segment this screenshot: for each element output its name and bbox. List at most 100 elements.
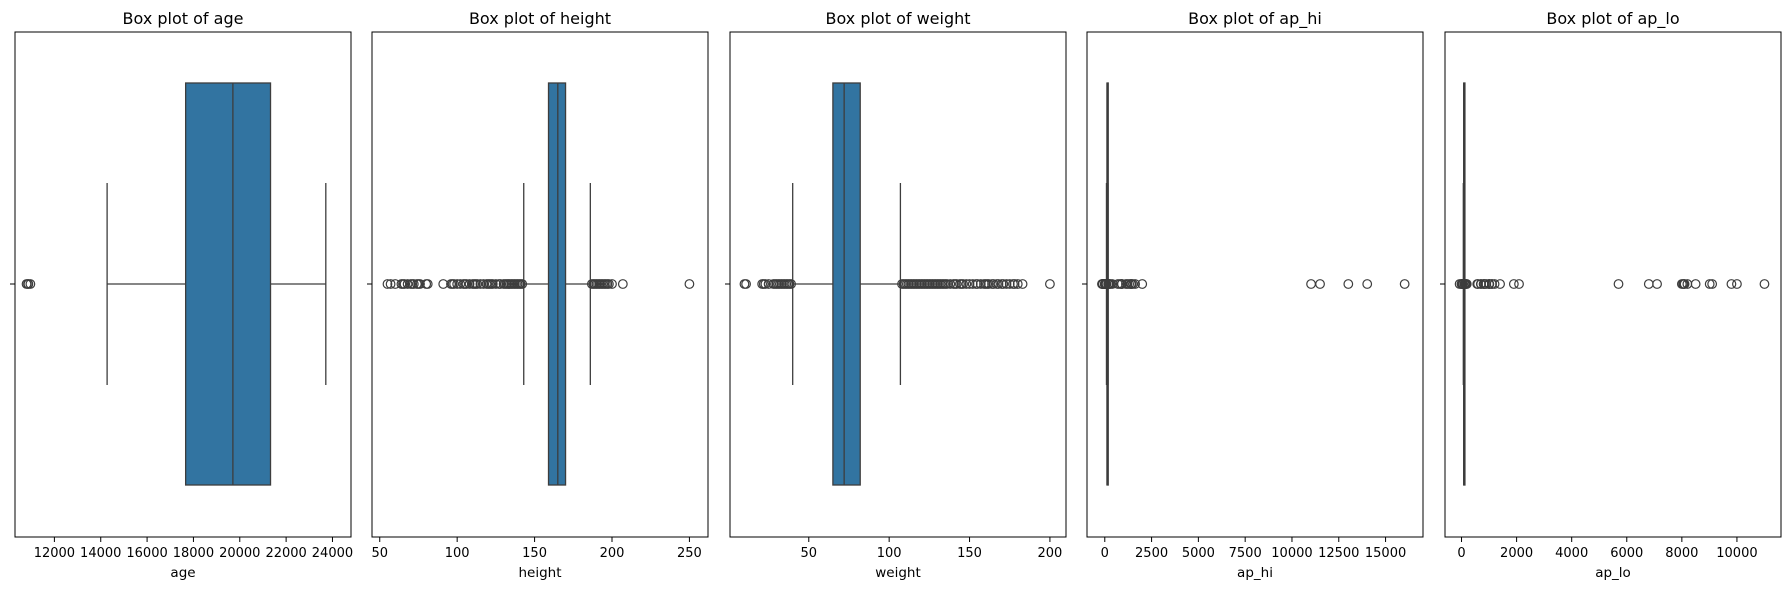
x-tick-label: 50 [801, 546, 818, 561]
iqr-box [547, 82, 567, 486]
outlier-point [478, 279, 489, 289]
outlier-point [472, 279, 483, 289]
chart-title: Box plot of ap_hi [1188, 9, 1322, 29]
chart-panel-1: Box plot of age 12000 14000 16000 18000 20000… [10, 9, 353, 581]
chart-panel-2: Box plot of height 50 100 150 200 250 height [367, 9, 709, 581]
outlier-point [25, 279, 36, 289]
x-tick-label: 5000 [1182, 546, 1215, 561]
x-axis-label: weight [875, 565, 921, 581]
outlier-point [1489, 279, 1500, 289]
iqr-box [184, 82, 272, 486]
x-tick-label: 0 [1457, 546, 1465, 561]
outlier-point [1362, 279, 1373, 289]
outlier-point [617, 279, 628, 289]
outlier-point [438, 279, 449, 289]
chart-title: Box plot of weight [825, 9, 970, 28]
x-tick-label: 8000 [1665, 546, 1698, 561]
outlier-point [1399, 279, 1410, 289]
outlier-point [1012, 279, 1023, 289]
x-tick-label: 14000 [80, 546, 121, 561]
x-tick-label: 10000 [1716, 546, 1757, 561]
x-tick-label: 18000 [173, 546, 214, 561]
chart-panel-5: Box plot of ap_lo 0 2000 4000 6000 8000 10000 a… [1440, 9, 1782, 581]
x-axis-label: ap_lo [1595, 565, 1631, 581]
x-tick-label: 24000 [312, 546, 353, 561]
x-tick-label: 200 [1038, 546, 1063, 561]
outlier-point [399, 279, 410, 289]
outlier-point [607, 279, 617, 289]
outlier-point [422, 279, 433, 289]
x-axis-label: height [518, 565, 561, 581]
x-tick-label: 12500 [1318, 546, 1359, 561]
outlier-point [455, 279, 466, 289]
x-tick-label: 2000 [1500, 546, 1533, 561]
outlier-point [452, 279, 463, 289]
outlier-point [495, 279, 506, 289]
x-tick-label: 0 [1101, 546, 1109, 561]
outlier-point [1484, 279, 1495, 289]
x-tick-label: 200 [600, 546, 625, 561]
chart-panel-3: Box plot of weight 50 100 150 200 weight [725, 9, 1067, 581]
outlier-point [1704, 279, 1715, 289]
outlier-point [402, 279, 413, 289]
x-tick-label: 20000 [219, 546, 260, 561]
outlier-point [741, 279, 751, 289]
outlier-point [1343, 279, 1354, 289]
x-tick-label: 100 [445, 546, 470, 561]
outlier-point [1107, 279, 1118, 289]
outlier-point [1514, 279, 1524, 289]
outlier-point [1643, 279, 1654, 289]
outlier-point [684, 279, 695, 289]
outlier-point [945, 279, 956, 289]
x-axis-label: age [170, 565, 195, 581]
outlier-point [487, 279, 498, 289]
x-tick-label: 15000 [1365, 546, 1406, 561]
outlier-point [1652, 279, 1662, 289]
outlier-point [464, 279, 475, 289]
outlier-point [1613, 279, 1624, 289]
outlier-point [449, 279, 459, 289]
x-tick-label: 12000 [34, 546, 75, 561]
outlier-point [1315, 279, 1325, 289]
outlier-point [1679, 279, 1690, 289]
outlier-point [1732, 279, 1742, 289]
x-tick-label: 250 [677, 546, 702, 561]
chart-title: Box plot of age [123, 9, 244, 28]
x-tick-label: 6000 [1610, 546, 1643, 561]
x-tick-label: 2500 [1135, 546, 1168, 561]
chart-panel-4: Box plot of ap_hi 0 2500 5000 7500 10000 12500… [1082, 9, 1424, 581]
x-axis-label: ap_hi [1237, 565, 1273, 581]
x-tick-label: 16000 [126, 546, 167, 561]
x-tick-label: 22000 [265, 546, 306, 561]
outlier-point [1726, 279, 1737, 289]
outlier-point [382, 279, 393, 289]
outlier-point [604, 279, 614, 289]
x-tick-label: 100 [877, 546, 902, 561]
outlier-point [517, 279, 528, 289]
outlier-point [998, 279, 1009, 289]
x-tick-label: 7500 [1229, 546, 1262, 561]
outlier-point [1137, 279, 1148, 289]
outlier-point [786, 279, 796, 289]
outlier-point [1045, 279, 1055, 289]
iqr-box [832, 82, 861, 486]
outlier-point [1461, 279, 1472, 289]
outlier-point [461, 279, 472, 289]
x-tick-label: 10000 [1271, 546, 1312, 561]
outlier-point [1707, 279, 1718, 289]
outlier-point [390, 279, 401, 289]
outlier-point [1495, 279, 1505, 289]
x-tick-label: 150 [522, 546, 547, 561]
outlier-point [408, 279, 419, 289]
outlier-point [1759, 279, 1770, 289]
outlier-point [1508, 279, 1519, 289]
outlier-point [475, 279, 486, 289]
outlier-point [951, 279, 962, 289]
outlier-point [961, 279, 972, 289]
outlier-point [1690, 279, 1701, 289]
chart-title: Box plot of height [469, 9, 611, 28]
x-tick-label: 4000 [1555, 546, 1588, 561]
outlier-point [1306, 279, 1316, 289]
outlier-point [1487, 279, 1497, 289]
